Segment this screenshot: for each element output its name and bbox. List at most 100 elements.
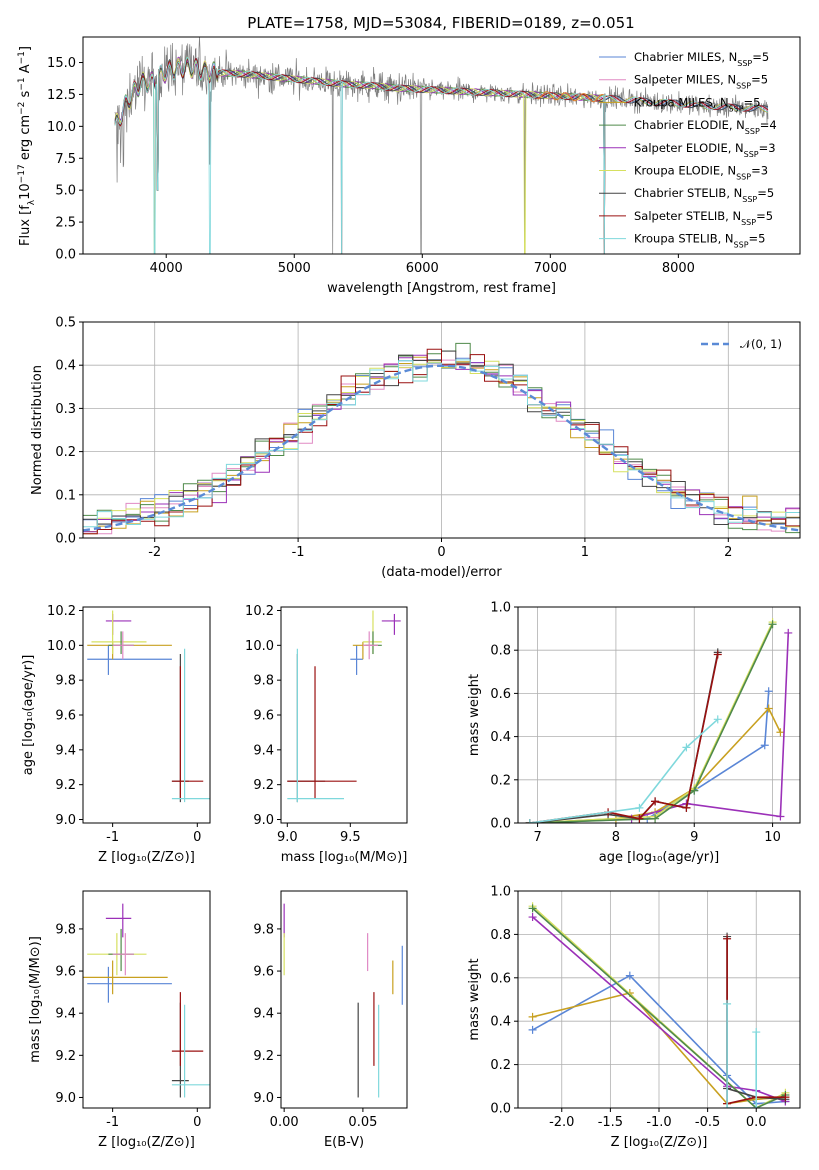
data-point (781, 1093, 790, 1102)
x-tick-label: 8000 (662, 261, 695, 276)
y-tick-label: 9.8 (55, 922, 76, 937)
x-axis-label: Z [log₁₀(Z/Z⊙)] (98, 1135, 195, 1150)
model-spectrum (114, 56, 769, 254)
y-tick-label: 5.0 (55, 184, 76, 199)
x-tick-label: 9.5 (340, 830, 361, 845)
x-tick-label: 0.00 (270, 1115, 299, 1130)
data-point (713, 715, 722, 724)
series-line (529, 621, 774, 823)
y-tick-label: 0.0 (490, 817, 511, 832)
data-point (528, 904, 537, 913)
y-tick-label: 0.1 (55, 488, 76, 503)
data-point (723, 934, 732, 943)
x-axis-label: age [log₁₀(age/yr)] (599, 850, 720, 865)
x-tick-label: -1.0 (646, 1115, 671, 1130)
y-tick-label: 9.2 (55, 778, 76, 793)
data-point (764, 687, 773, 696)
legend-label: Kroupa ELODIE, NSSP=3 (634, 164, 768, 182)
x-axis-label: (data-model)/error (381, 565, 502, 580)
y-tick-label: 0.4 (490, 730, 511, 745)
y-tick-label: 9.4 (253, 1007, 274, 1022)
data-point (690, 786, 699, 795)
y-tick-label: 0.2 (490, 773, 511, 788)
y-tick-label: 0.0 (55, 248, 76, 263)
series-line (726, 1003, 757, 1108)
panel-mass-weight-vs-Z: -2.0 -1.5 -1.0 -0.5 0.0 0.0 0.2 0.4 0.6 0.8 1.0 Z [… (467, 885, 801, 1150)
y-tick-label: 9.0 (253, 813, 274, 828)
x-tick-label: 0 (193, 1115, 201, 1130)
plot-area (83, 903, 210, 1098)
data-point (776, 728, 785, 737)
data-point (723, 1104, 732, 1108)
x-tick-label: 1 (581, 545, 589, 560)
axes-frame (280, 890, 408, 1109)
y-tick-label: 9.8 (253, 674, 274, 689)
series-line (529, 707, 782, 823)
y-tick-label: 10.0 (47, 120, 76, 135)
x-axis-label: Z [log₁₀(Z/Z⊙)] (98, 850, 195, 865)
data-point (768, 620, 777, 629)
x-tick-label: 9 (690, 830, 698, 845)
y-tick-label: 9.6 (253, 709, 274, 724)
x-axis-label: Z [log₁₀(Z/Z⊙)] (611, 1135, 708, 1150)
series-line (532, 916, 786, 1103)
data-point (760, 741, 769, 750)
plot-area (87, 610, 210, 803)
panel-age-vs-Z: -1 0 9.0 9.2 9.4 9.6 9.8 10.0 10.2 Z [log₁₀(Z/Z⊙)… (21, 604, 211, 865)
model-spectrum (114, 57, 604, 191)
legend-label: Salpeter STELIB, NSSP=5 (634, 209, 773, 227)
y-tick-label: 10.0 (47, 639, 76, 654)
y-tick-label: 1.0 (490, 885, 511, 900)
y-tick-label: 9.4 (253, 743, 274, 758)
legend-label: Salpeter MILES, NSSP=5 (634, 73, 768, 91)
series-line (529, 652, 719, 823)
y-tick-label: 0.2 (55, 445, 76, 460)
plot-area (287, 610, 401, 803)
model-spectrum (537, 91, 604, 103)
y-tick-label: 0.3 (55, 402, 76, 417)
series-line (529, 654, 719, 823)
data-point (723, 999, 732, 1008)
x-tick-label: 2 (724, 545, 732, 560)
data-point (682, 743, 691, 752)
y-tick-label: 0.8 (490, 644, 511, 659)
x-tick-label: 7 (533, 830, 541, 845)
series-line (529, 691, 770, 823)
x-axis-label: wavelength [Angstrom, rest frame] (327, 281, 556, 296)
x-tick-label: 8 (612, 830, 620, 845)
y-axis-label: mass [log₁₀(M/M⊙)] (28, 936, 43, 1063)
x-tick-label: -1 (106, 1115, 119, 1130)
legend-label: 𝒩(0, 1) (740, 337, 782, 351)
y-axis-label: Normed distribution (30, 365, 45, 495)
y-tick-label: 9.0 (253, 1091, 274, 1106)
x-tick-label: 9.0 (277, 830, 298, 845)
normal-curve (83, 364, 800, 532)
y-tick-label: 9.4 (55, 1007, 76, 1022)
plot-area (83, 342, 800, 535)
y-tick-label: 9.2 (55, 1049, 76, 1064)
panel-mass-weight-vs-age: 7 8 9 10 0.0 0.2 0.4 0.6 0.8 1.0 age [log₁₀(age/yr… (467, 601, 801, 865)
y-tick-label: 9.2 (253, 1049, 274, 1064)
series-line (529, 718, 719, 823)
data-point (651, 814, 660, 823)
panel-mass-vs-EBV: 0.00 0.05 9.0 9.2 9.4 9.6 9.8 E(B-V) (253, 890, 408, 1150)
plot-area (283, 903, 403, 1098)
data-point (635, 814, 644, 823)
x-axis-label: E(B-V) (324, 1135, 364, 1150)
y-axis-label: mass weight (467, 958, 482, 1040)
y-tick-label: 1.0 (490, 601, 511, 616)
y-tick-label: 0.6 (490, 687, 511, 702)
data-point (528, 1025, 537, 1034)
histogram-series (83, 348, 800, 535)
data-point (784, 628, 793, 637)
x-tick-label: 10 (764, 830, 781, 845)
data-point (651, 797, 660, 806)
y-tick-label: 9.6 (253, 965, 274, 980)
y-tick-label: 0.0 (490, 1102, 511, 1117)
series-line (529, 623, 774, 823)
data-point (635, 803, 644, 812)
x-tick-label: 6000 (406, 261, 439, 276)
x-tick-label: 7000 (534, 261, 567, 276)
figure-title: PLATE=1758, MJD=53084, FIBERID=0189, z=0… (247, 14, 634, 32)
